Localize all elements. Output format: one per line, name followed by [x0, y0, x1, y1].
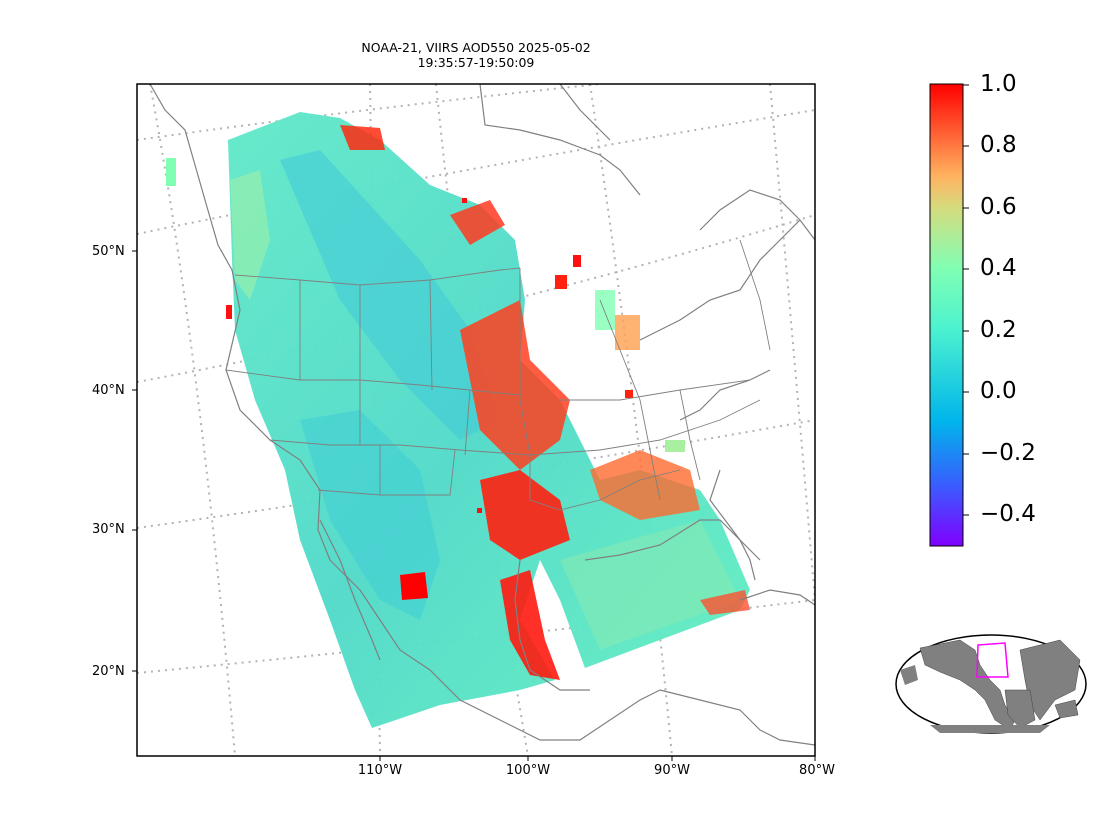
- colorbar-tick-label: 0.4: [980, 255, 1017, 281]
- map-frame: [136, 83, 816, 757]
- lat-label-40: 40°N: [92, 383, 125, 398]
- coastlines: [149, 84, 815, 746]
- colorbar-tick-label: −0.2: [980, 440, 1036, 466]
- colorbar-ticks: [963, 84, 969, 516]
- inset-region-box: [976, 642, 1009, 678]
- colorbar-tick-label: 0.8: [980, 132, 1017, 158]
- lat-label-30: 30°N: [92, 522, 125, 537]
- colorbar: [930, 84, 963, 546]
- colorbar-tick-label: 0.2: [980, 317, 1017, 343]
- colorbar-tick-label: 1.0: [980, 71, 1017, 97]
- map-title: NOAA-21, VIIRS AOD550 2025-05-02: [361, 40, 591, 55]
- map-content: [137, 84, 815, 756]
- colorbar-tick-label: 0.0: [980, 378, 1017, 404]
- colorbar-frame: [929, 83, 964, 547]
- lat-label-50: 50°N: [92, 244, 125, 259]
- map-time-range: 19:35:57-19:50:09: [417, 55, 535, 70]
- aod-swath: [166, 112, 750, 728]
- colorbar-tick-label: −0.4: [980, 501, 1036, 527]
- axis-ticks: [132, 250, 816, 761]
- colorbar-tick-label: 0.6: [980, 194, 1017, 220]
- inset-globe: [895, 634, 1087, 734]
- lat-label-20: 20°N: [92, 664, 125, 679]
- state-borders: [225, 239, 771, 511]
- lon-label-90: 90°W: [654, 763, 690, 778]
- lon-label-100: 100°W: [505, 763, 551, 778]
- lon-label-80: 80°W: [799, 763, 835, 778]
- lon-label-110: 110°W: [357, 763, 403, 778]
